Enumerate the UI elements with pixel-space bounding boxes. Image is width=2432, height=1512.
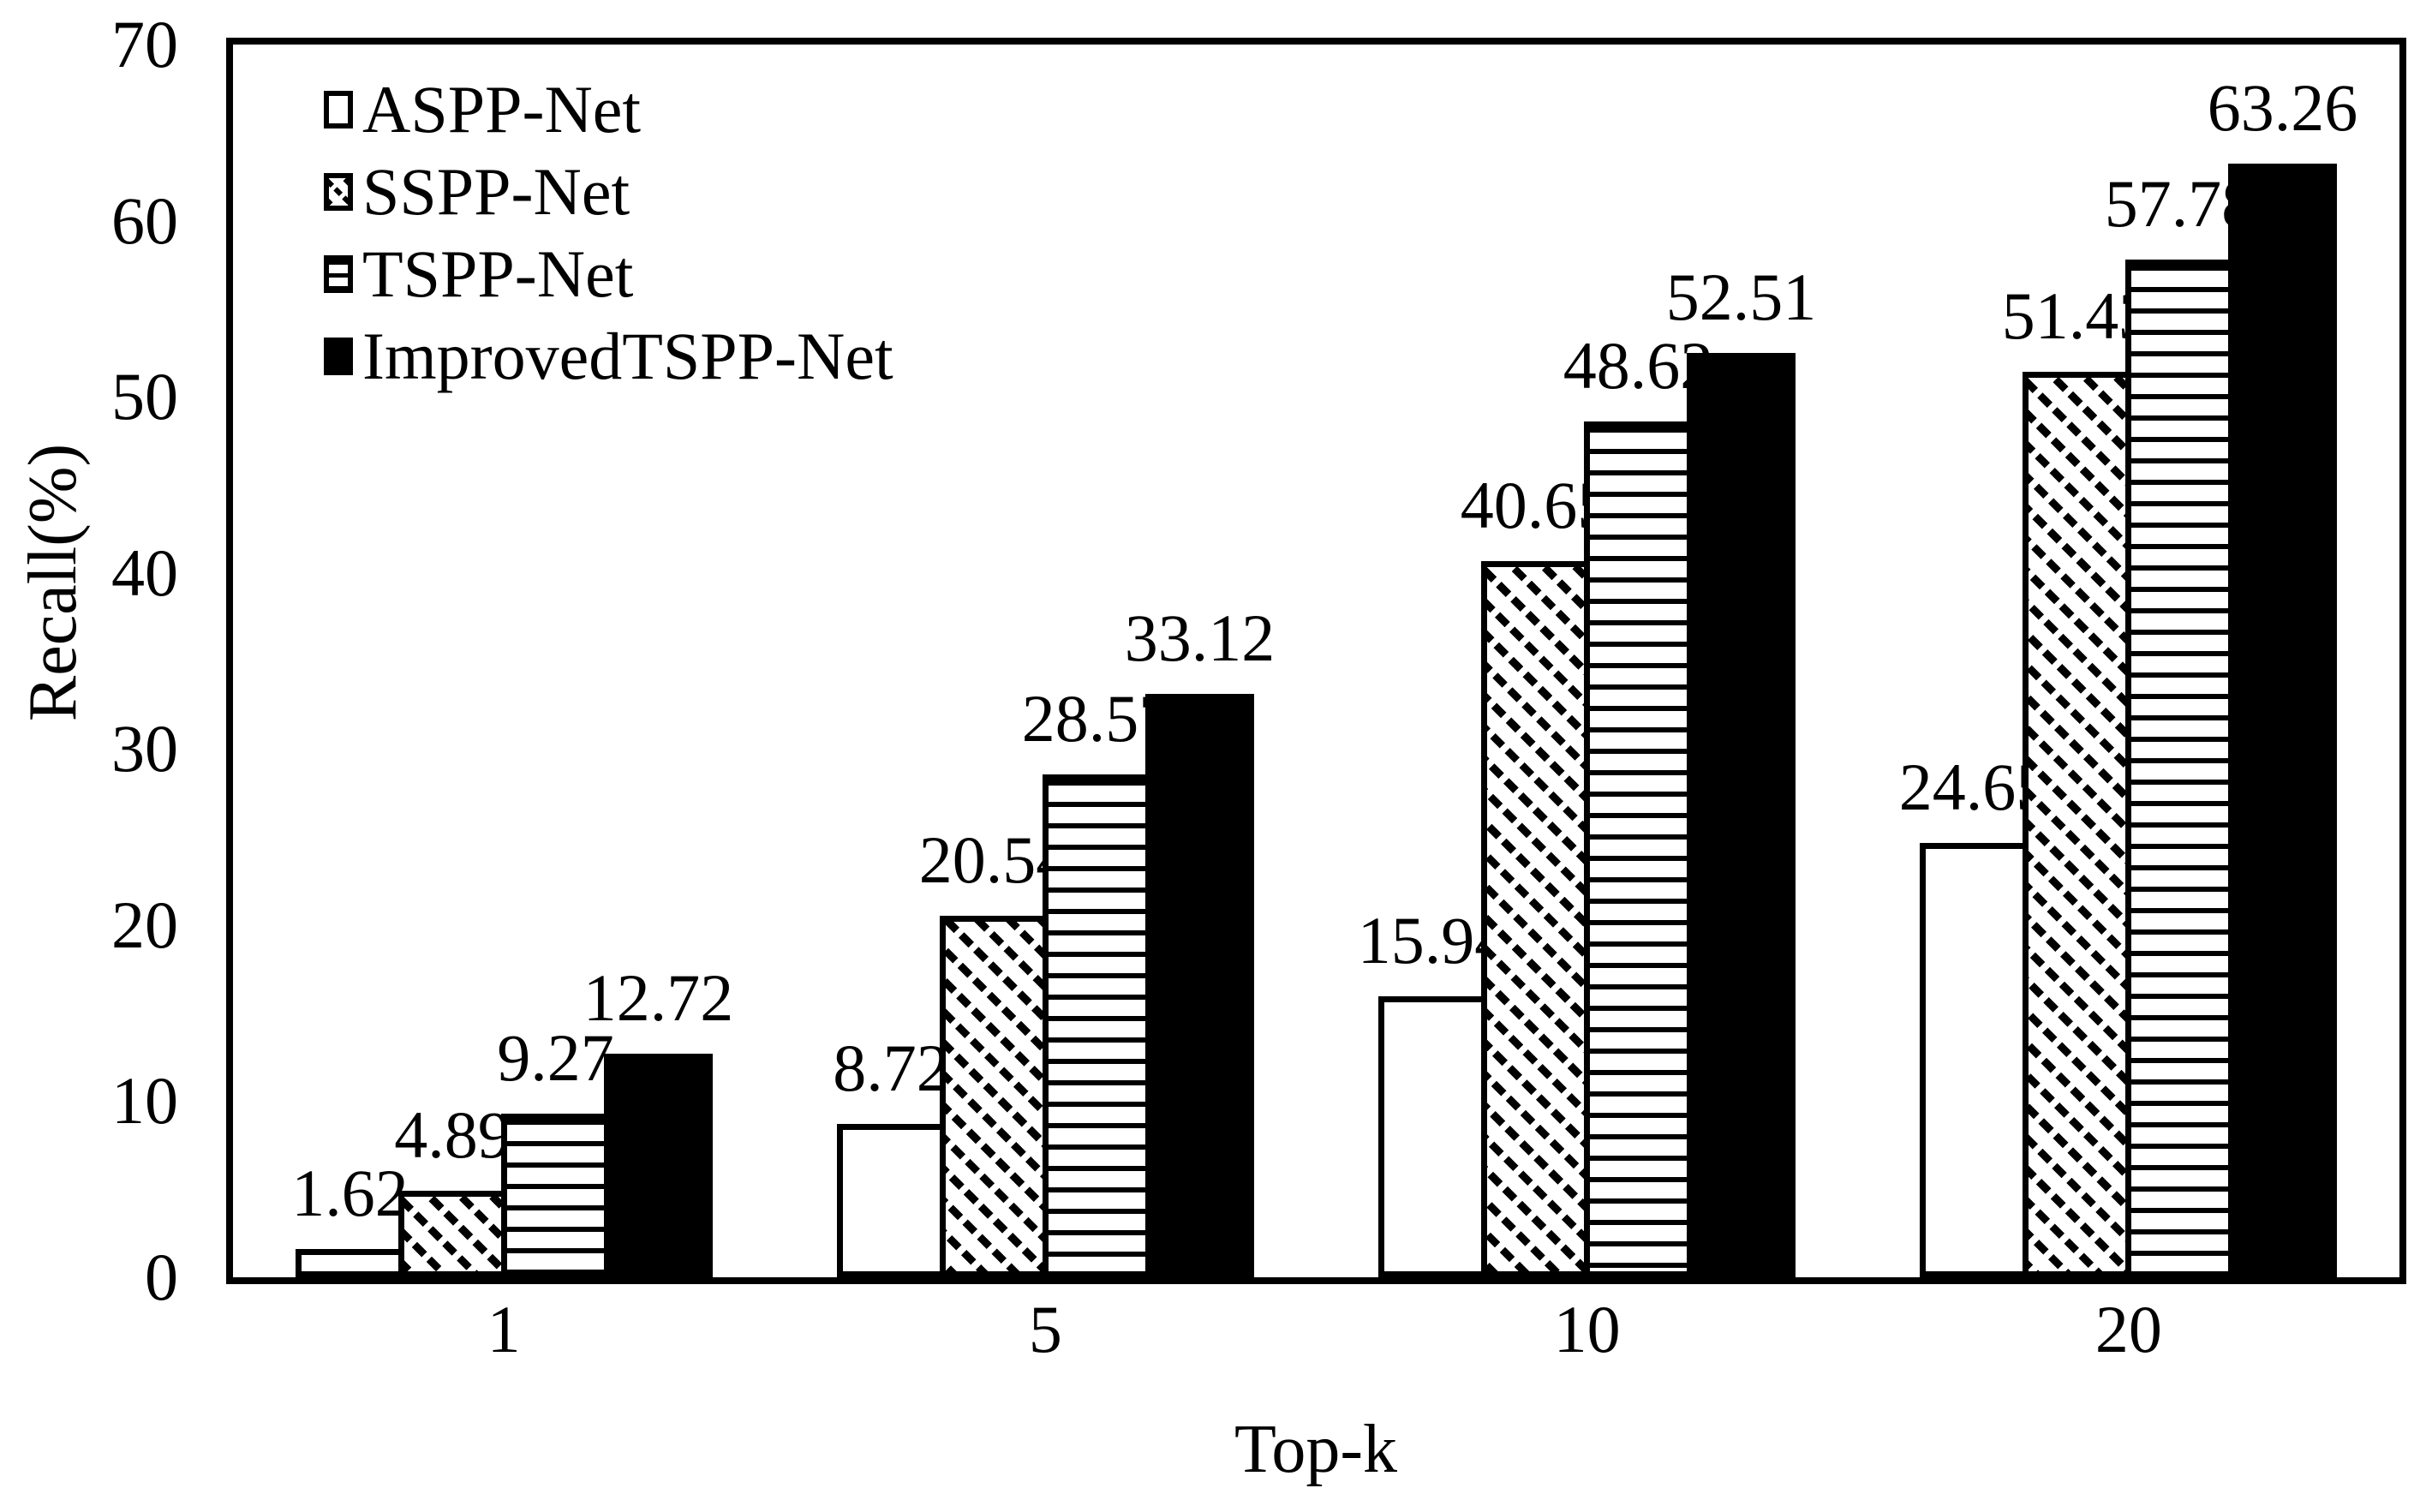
diagonal-hatch-swatch-icon — [324, 173, 353, 211]
bar-aspp-net-top5 — [837, 1124, 946, 1277]
bar-tspp-net-top10 — [1584, 421, 1693, 1277]
legend: ASPP-Net SSPP-Net TSPP-Net ImprovedTSPP-Net — [324, 69, 893, 397]
solid-swatch-icon — [324, 338, 353, 375]
bar-tspp-net-top1 — [501, 1114, 610, 1277]
y-tick-label: 30 — [111, 711, 178, 786]
bar-improvedtspp-net-top20 — [2228, 164, 2337, 1277]
legend-item-label: SSPP-Net — [362, 154, 630, 229]
y-tick-label: 50 — [111, 359, 178, 434]
bar-value-label: 63.26 — [2207, 70, 2358, 145]
bar-value-label: 12.72 — [583, 960, 734, 1035]
y-tick-label: 70 — [111, 7, 178, 81]
plain-swatch-icon — [324, 91, 353, 128]
plot-area: 1.62 4.89 9.27 12.72 8.72 20.54 28.57 33.12 15.9… — [226, 38, 2406, 1284]
bar-tspp-net-top5 — [1043, 774, 1151, 1277]
legend-item-improvedtspp-net: ImprovedTSPP-Net — [324, 315, 893, 397]
bars-layer: 1.62 4.89 9.27 12.72 8.72 20.54 28.57 33.12 15.9… — [233, 45, 2399, 1277]
bar-value-label: 9.27 — [497, 1020, 614, 1095]
x-tick-label: 10 — [1553, 1292, 1621, 1366]
bar-aspp-net-top10 — [1378, 996, 1487, 1277]
legend-item-label: ImprovedTSPP-Net — [362, 319, 893, 393]
bar-value-label: 52.51 — [1665, 260, 1817, 334]
bar-tspp-net-top20 — [2125, 260, 2234, 1277]
bar-value-label: 1.62 — [291, 1156, 409, 1230]
bar-aspp-net-top20 — [1920, 843, 2029, 1277]
legend-item-label: ASPP-Net — [362, 72, 642, 146]
bar-value-label: 33.12 — [1124, 601, 1276, 675]
bar-sspp-net-top20 — [2023, 372, 2131, 1277]
legend-item-tspp-net: TSPP-Net — [324, 233, 893, 315]
y-tick-label: 20 — [111, 887, 178, 962]
y-tick-label: 60 — [111, 182, 178, 258]
bar-aspp-net-top1 — [296, 1249, 404, 1277]
y-tick-label: 0 — [145, 1240, 178, 1314]
legend-item-aspp-net: ASPP-Net — [324, 69, 893, 151]
legend-item-sspp-net: SSPP-Net — [324, 151, 893, 233]
y-tick-label: 10 — [111, 1063, 178, 1138]
bar-value-label: 4.89 — [394, 1097, 511, 1172]
bar-value-label: 8.72 — [833, 1031, 950, 1105]
x-axis-title: Top-k — [1234, 1412, 1397, 1487]
bar-sspp-net-top5 — [940, 916, 1049, 1277]
legend-item-label: TSPP-Net — [362, 236, 634, 311]
x-tick-label: 20 — [2094, 1292, 2162, 1366]
y-tick-label: 40 — [111, 535, 178, 610]
bar-sspp-net-top1 — [398, 1191, 507, 1277]
horizontal-lines-swatch-icon — [324, 255, 353, 293]
x-tick-label: 1 — [487, 1292, 521, 1366]
bar-sspp-net-top10 — [1481, 561, 1590, 1277]
bar-improvedtspp-net-top5 — [1145, 694, 1254, 1277]
bar-improvedtspp-net-top1 — [604, 1054, 713, 1277]
x-tick-label: 5 — [1028, 1292, 1062, 1366]
bar-improvedtspp-net-top10 — [1687, 353, 1796, 1277]
